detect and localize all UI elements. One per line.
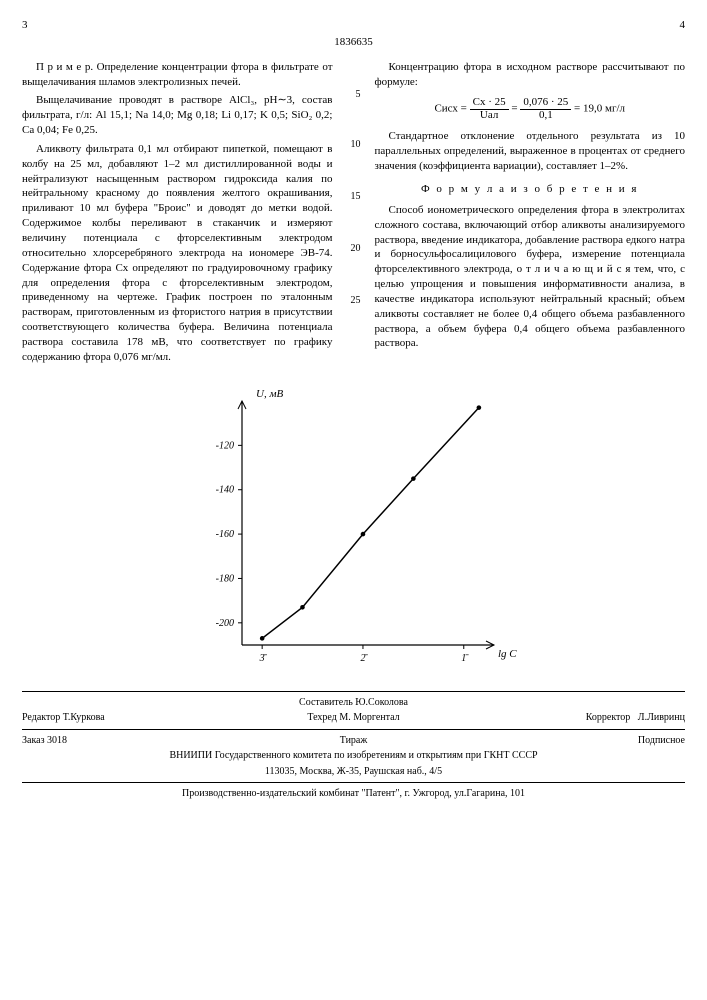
- chart-svg: -120 -140 -160 -180 -200 3̄ 2̄ 1̄ U, мВ lg C: [194, 383, 514, 673]
- page-num-right: 4: [680, 18, 686, 33]
- formula: Cисх = Cх · 25Uал = 0,076 · 250,1 = 19,0…: [375, 97, 686, 121]
- org-line: ВНИИПИ Государственного комитета по изоб…: [22, 749, 685, 763]
- left-column: П р и м е р. Определение концентрации фт…: [22, 60, 333, 369]
- svg-text:-120: -120: [215, 440, 233, 451]
- claims-title: Ф о р м у л а и з о б р е т е н и я: [375, 182, 686, 197]
- para: Аликвоту фильтрата 0,1 мл отбирают пипет…: [22, 142, 333, 365]
- para: Концентрацию фтора в исходном растворе р…: [375, 60, 686, 90]
- calibration-chart: -120 -140 -160 -180 -200 3̄ 2̄ 1̄ U, мВ lg C: [22, 383, 685, 673]
- svg-text:3̄: 3̄: [258, 653, 267, 664]
- printer-line: Производственно-издательский комбинат "П…: [22, 787, 685, 801]
- line-num: 20: [351, 242, 361, 256]
- para: П р и м е р. Определение концентрации фт…: [22, 60, 333, 90]
- svg-text:-140: -140: [215, 484, 233, 495]
- addr-line: 113035, Москва, Ж-35, Раушская наб., 4/5: [22, 765, 685, 779]
- line-num: 15: [351, 190, 361, 204]
- svg-text:U, мВ: U, мВ: [256, 388, 283, 400]
- svg-text:-180: -180: [215, 573, 233, 584]
- svg-text:1̄: 1̄: [461, 653, 469, 664]
- text-columns: П р и м е р. Определение концентрации фт…: [22, 60, 685, 369]
- para: Стандартное отклонение отдельного резуль…: [375, 129, 686, 174]
- line-num: 25: [351, 294, 361, 308]
- svg-text:2̄: 2̄: [360, 653, 368, 664]
- line-num: 5: [356, 88, 361, 102]
- line-num: 10: [351, 138, 361, 152]
- line-number-gutter: 5 10 15 20 25: [347, 60, 361, 369]
- right-column: Концентрацию фтора в исходном растворе р…: [375, 60, 686, 369]
- svg-text:-200: -200: [215, 617, 233, 628]
- document-number: 1836635: [22, 35, 685, 50]
- para: Выщелачивание проводят в растворе AlCl₃,…: [22, 93, 333, 138]
- para: Способ ионометрического определения фтор…: [375, 203, 686, 351]
- page-num-left: 3: [22, 18, 28, 33]
- svg-text:lg C: lg C: [498, 648, 517, 660]
- credits-block: Составитель Ю.Соколова Редактор Т.Курков…: [22, 691, 685, 801]
- svg-text:-160: -160: [215, 529, 233, 540]
